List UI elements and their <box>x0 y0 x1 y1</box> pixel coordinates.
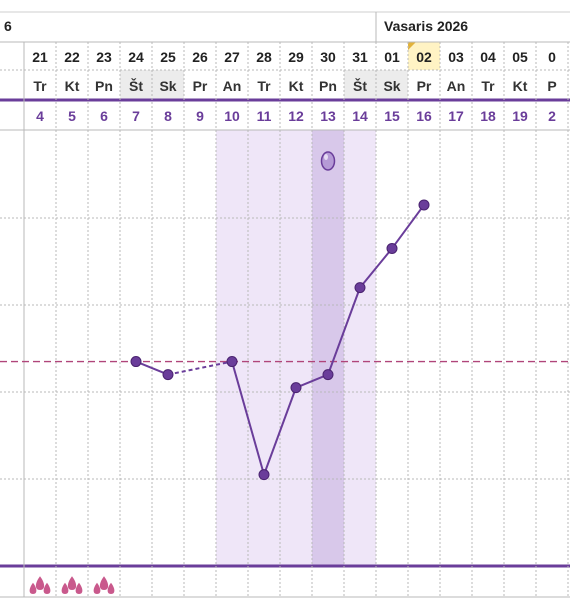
ovulation-day-band <box>312 130 344 566</box>
temperature-point[interactable] <box>226 356 238 368</box>
weekday-label: Pr <box>417 78 432 94</box>
cycle-day-label: 19 <box>512 108 528 124</box>
cycle-day-label: 14 <box>352 108 368 124</box>
cycle-day-label: 10 <box>224 108 240 124</box>
weekday-label: Pn <box>95 78 113 94</box>
period-drops-icon[interactable] <box>29 576 51 595</box>
day-date-label: 02 <box>416 49 432 65</box>
day-date-label: 31 <box>352 49 368 65</box>
cycle-day-label: 2 <box>548 108 556 124</box>
weekday-label: Sk <box>383 78 400 94</box>
day-date-label: 25 <box>160 49 176 65</box>
cycle-day-label: 4 <box>36 108 44 124</box>
weekday-label: Pn <box>319 78 337 94</box>
weekend-cell <box>376 70 408 100</box>
period-drops-icon[interactable] <box>61 576 83 595</box>
previous-month-label: 6 <box>4 18 12 34</box>
cycle-day-label: 8 <box>164 108 172 124</box>
weekday-label: An <box>223 78 242 94</box>
weekday-label: Tr <box>481 78 495 94</box>
cycle-day-label: 15 <box>384 108 400 124</box>
cycle-day-label: 5 <box>68 108 76 124</box>
drop-shape <box>93 582 101 595</box>
fertile-window-band <box>216 130 376 566</box>
month-title[interactable]: Vasaris 2026 <box>384 18 468 34</box>
temperature-segment <box>295 373 329 389</box>
drop-shape <box>43 582 51 595</box>
temperature-point[interactable] <box>386 242 398 254</box>
temperature-segment <box>231 361 265 475</box>
day-date-label: 24 <box>128 49 144 65</box>
chart-grid <box>0 11 570 598</box>
weekday-label: Kt <box>513 78 528 94</box>
temperature-point[interactable] <box>418 199 430 211</box>
temperature-point[interactable] <box>130 356 142 368</box>
day-date-label: 29 <box>288 49 304 65</box>
day-date-label: 03 <box>448 49 464 65</box>
weekday-label: Tr <box>33 78 47 94</box>
temperature-plot <box>0 151 570 481</box>
weekend-cell <box>152 70 184 100</box>
temperature-segment <box>263 387 297 475</box>
day-date-label: 04 <box>480 49 496 65</box>
calendar-header: 6 Vasaris 2026 <box>4 18 468 34</box>
weekday-label: Št <box>129 77 143 94</box>
drop-shape <box>61 582 69 595</box>
temperature-segment <box>327 287 361 375</box>
weekday-label: Tr <box>257 78 271 94</box>
drop-shape <box>99 576 109 590</box>
cycle-day-label: 13 <box>320 108 336 124</box>
temperature-point[interactable] <box>354 282 366 294</box>
weekday-label: Kt <box>289 78 304 94</box>
period-row <box>29 576 115 595</box>
weekday-label: Št <box>353 77 367 94</box>
egg-highlight <box>324 154 328 160</box>
temperature-segment <box>391 204 425 250</box>
temperature-segment <box>359 247 393 289</box>
day-date-label: 01 <box>384 49 400 65</box>
day-date-label: 27 <box>224 49 240 65</box>
day-date-label: 26 <box>192 49 208 65</box>
drop-shape <box>35 576 45 590</box>
cycle-day-label: 9 <box>196 108 204 124</box>
day-date-label: 23 <box>96 49 112 65</box>
day-date-label: 30 <box>320 49 336 65</box>
cycle-day-label: 11 <box>257 108 272 124</box>
ovulation-egg-icon[interactable] <box>320 151 336 171</box>
temperature-point[interactable] <box>290 382 302 394</box>
drop-shape <box>29 582 37 595</box>
weekday-label: P <box>547 78 556 94</box>
cycle-day-label: 6 <box>100 108 108 124</box>
weekday-label: Kt <box>65 78 80 94</box>
day-rows: 21 Tr 4 22 Kt 5 23 Pn 6 24 Št 7 25 Sk 8 26 Pr 9 27 An 10 28 Tr… <box>32 49 556 124</box>
temperature-point[interactable] <box>162 369 174 381</box>
day-date-label: 22 <box>64 49 80 65</box>
day-date-label: 05 <box>512 49 528 65</box>
temperature-segment-dashed <box>167 360 233 376</box>
weekday-label: Pr <box>193 78 208 94</box>
cycle-day-label: 17 <box>448 108 464 124</box>
temperature-point[interactable] <box>258 469 270 481</box>
temperature-point[interactable] <box>322 369 334 381</box>
cycle-day-label: 18 <box>480 108 496 124</box>
today-cell <box>408 42 440 70</box>
cycle-day-label: 12 <box>288 108 304 124</box>
weekday-label: Sk <box>159 78 176 94</box>
day-date-label: 21 <box>32 49 48 65</box>
day-date-label: 0 <box>548 49 556 65</box>
cycle-day-label: 7 <box>132 108 140 124</box>
weekend-cell <box>344 70 376 100</box>
cycle-day-label: 16 <box>416 108 432 124</box>
today-corner-marker <box>408 42 416 50</box>
drop-shape <box>107 582 115 595</box>
day-date-label: 28 <box>256 49 272 65</box>
drop-shape <box>67 576 77 590</box>
period-drops-icon[interactable] <box>93 576 115 595</box>
weekday-label: An <box>447 78 466 94</box>
weekend-cell <box>120 70 152 100</box>
temperature-segment <box>135 360 169 376</box>
drop-shape <box>75 582 83 595</box>
